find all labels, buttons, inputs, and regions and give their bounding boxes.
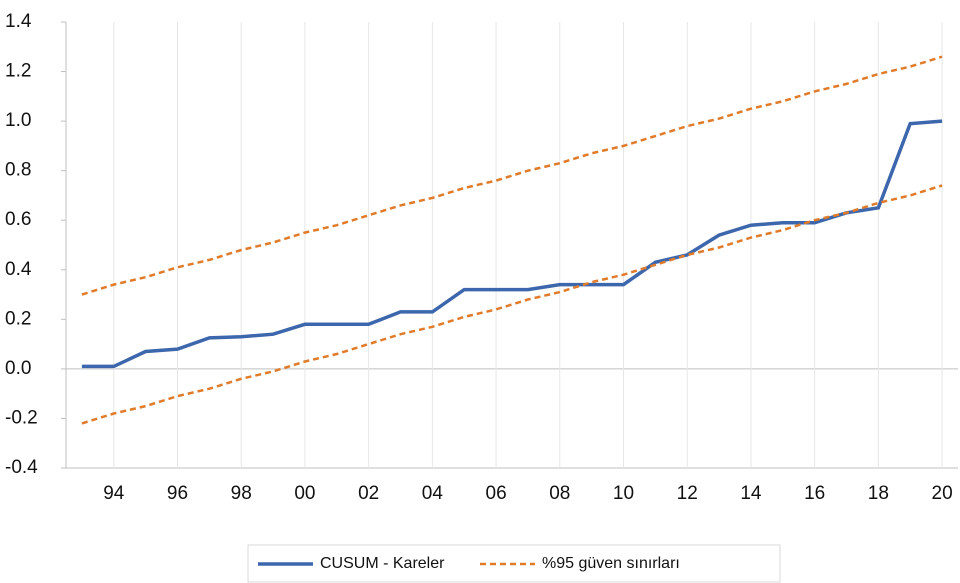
x-tick-label: 14 <box>740 483 762 504</box>
x-tick-label: 08 <box>549 483 570 504</box>
x-tick-label: 00 <box>294 483 315 504</box>
x-tick-label: 10 <box>613 483 634 504</box>
y-tick-label: 1.2 <box>5 61 31 82</box>
x-tick-label: 94 <box>103 483 125 504</box>
x-tick-label: 06 <box>486 483 507 504</box>
legend-label: CUSUM - Kareler <box>320 555 445 572</box>
y-tick-label: 0.4 <box>5 259 32 280</box>
y-tick-label: 0.0 <box>5 358 31 379</box>
y-tick-label: 0.6 <box>5 209 31 230</box>
y-tick-label: 0.2 <box>5 308 31 329</box>
y-tick-label: -0.2 <box>5 407 38 428</box>
x-tick-label: 18 <box>868 483 889 504</box>
y-tick-label: 1.0 <box>5 110 31 131</box>
y-tick-label: 0.8 <box>5 160 31 181</box>
y-tick-label: -0.4 <box>5 457 38 478</box>
x-tick-label: 98 <box>231 483 252 504</box>
series-line <box>81 55 943 296</box>
x-tick-label: 20 <box>932 483 953 504</box>
series-line <box>81 184 943 425</box>
x-tick-label: 12 <box>677 483 698 504</box>
legend-label: %95 güven sınırları <box>542 555 680 572</box>
x-tick-label: 04 <box>422 483 444 504</box>
x-tick-label: 16 <box>804 483 825 504</box>
series-line <box>81 119 943 369</box>
x-tick-label: 96 <box>167 483 188 504</box>
y-tick-label: 1.4 <box>5 11 32 32</box>
x-tick-label: 02 <box>358 483 379 504</box>
